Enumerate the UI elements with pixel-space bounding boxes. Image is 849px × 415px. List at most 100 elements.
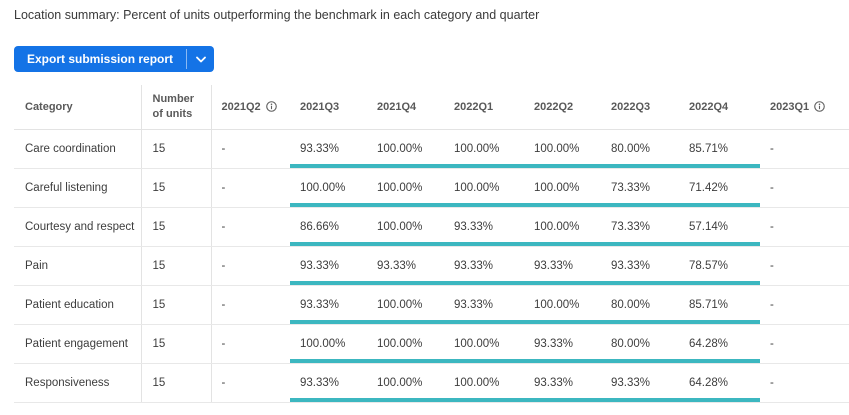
value-cell: - — [211, 324, 290, 364]
units-cell: 15 — [141, 207, 212, 247]
value-cell: 100.00% — [444, 363, 524, 403]
value-cell: 93.33% — [601, 363, 679, 403]
column-header-label: 2023Q1 — [770, 100, 810, 113]
value-cell: 86.66% — [290, 207, 367, 247]
value-cell: - — [760, 285, 849, 325]
value-cell: - — [211, 129, 290, 169]
button-divider — [186, 49, 188, 69]
table-row: Careful listening 15-100.00% 100.00% 100.00… — [14, 168, 849, 208]
units-cell: 15 — [141, 324, 212, 364]
value-cell: 100.00% — [444, 168, 524, 208]
value-cell: 93.33% — [524, 363, 601, 403]
value-cell: 93.33% — [290, 246, 367, 286]
category-cell: Courtesy and respect — [14, 207, 142, 247]
column-header-label: 2021Q3 — [300, 100, 340, 113]
value-cell: 100.00% — [524, 285, 601, 325]
category-cell: Responsiveness — [14, 363, 142, 403]
export-submission-report-button[interactable]: Export submission report — [14, 46, 215, 72]
category-cell: Careful listening — [14, 168, 142, 208]
value-cell: 93.33% — [444, 246, 524, 286]
value-cell: - — [760, 363, 849, 403]
value-cell: 100.00% — [444, 324, 524, 364]
value-cell: 93.33% — [524, 324, 601, 364]
column-header-2022q2: 2022Q2 — [524, 85, 601, 130]
column-header-label: 2022Q3 — [611, 100, 651, 113]
column-header-label: Number of units — [152, 93, 195, 120]
units-cell: 15 — [141, 168, 212, 208]
units-cell: 15 — [141, 285, 212, 325]
value-cell: 100.00% — [367, 129, 444, 169]
units-cell: 15 — [141, 246, 212, 286]
value-cell: - — [211, 285, 290, 325]
column-header-2021q4: 2021Q4 — [367, 85, 444, 130]
value-cell: - — [211, 246, 290, 286]
value-cell: - — [211, 363, 290, 403]
value-cell: - — [760, 246, 849, 286]
table-header-row: Category Number of units 2021Q2 2021Q3 2021Q… — [14, 85, 849, 130]
value-cell: 93.33% — [290, 129, 367, 169]
value-cell: 93.33% — [444, 285, 524, 325]
value-cell: 100.00% — [524, 207, 601, 247]
value-cell: 100.00% — [367, 168, 444, 208]
column-header-2022q3: 2022Q3 — [601, 85, 679, 130]
column-header-category: Category — [14, 85, 142, 130]
category-cell: Patient education — [14, 285, 142, 325]
column-header-label: 2022Q4 — [689, 100, 729, 113]
column-header-2022q1: 2022Q1 — [444, 85, 524, 130]
column-header-2021q3: 2021Q3 — [290, 85, 367, 130]
column-header-2021q2: 2021Q2 — [211, 85, 290, 130]
export-button-label[interactable]: Export submission report — [27, 52, 174, 66]
value-cell: 93.33% — [290, 363, 367, 403]
value-cell: 73.33% — [601, 207, 679, 247]
value-cell: 100.00% — [290, 324, 367, 364]
value-cell: 93.33% — [290, 285, 367, 325]
page-title: Location summary: Percent of units outpe… — [14, 8, 540, 22]
value-cell: - — [211, 168, 290, 208]
value-cell: 80.00% — [601, 285, 679, 325]
units-cell: 15 — [141, 363, 212, 403]
table-row: Patient education 15-93.33% 100.00% 93.33% 1… — [14, 285, 849, 325]
column-header-label: Category — [25, 100, 73, 113]
value-cell: 78.57% — [679, 246, 760, 286]
table-row: Patient engagement 15-100.00% 100.00% 100.0… — [14, 324, 849, 364]
value-cell: 93.33% — [601, 246, 679, 286]
column-header-2023q1: 2023Q1 — [760, 85, 849, 130]
value-cell: - — [760, 129, 849, 169]
value-cell: 71.42% — [679, 168, 760, 208]
value-cell: 100.00% — [367, 285, 444, 325]
table-row: Responsiveness 15-93.33% 100.00% 100.00% 93.… — [14, 363, 849, 403]
value-cell: 85.71% — [679, 285, 760, 325]
column-header-label: 2022Q1 — [454, 100, 494, 113]
value-cell: - — [760, 324, 849, 364]
value-cell: 57.14% — [679, 207, 760, 247]
table-row: Pain 15-93.33% 93.33% 93.33% 93.33% 93.33% 78.… — [14, 246, 849, 286]
column-header-number-of-units: Number of units — [141, 85, 212, 130]
value-cell: 100.00% — [290, 168, 367, 208]
value-cell: 100.00% — [444, 129, 524, 169]
table-row: Courtesy and respect 15-86.66% 100.00% 93.3… — [14, 207, 849, 247]
value-cell: 73.33% — [601, 168, 679, 208]
category-cell: Pain — [14, 246, 142, 286]
value-cell: 93.33% — [367, 246, 444, 286]
info-icon[interactable] — [265, 100, 277, 112]
value-cell: 100.00% — [524, 168, 601, 208]
value-cell: - — [760, 168, 849, 208]
value-cell: 64.28% — [679, 363, 760, 403]
value-cell: 100.00% — [524, 129, 601, 169]
column-header-label: 2021Q4 — [377, 100, 417, 113]
chevron-down-icon[interactable] — [187, 46, 214, 72]
location-summary-table: Category Number of units 2021Q2 2021Q3 2021Q… — [14, 85, 849, 403]
value-cell: 64.28% — [679, 324, 760, 364]
column-header-2022q4: 2022Q4 — [679, 85, 760, 130]
value-cell: 100.00% — [367, 324, 444, 364]
value-cell: 80.00% — [601, 129, 679, 169]
column-header-label: 2021Q2 — [221, 100, 261, 113]
value-cell: 100.00% — [367, 207, 444, 247]
value-cell: 93.33% — [444, 207, 524, 247]
value-cell: 85.71% — [679, 129, 760, 169]
category-cell: Care coordination — [14, 129, 142, 169]
units-cell: 15 — [141, 129, 212, 169]
value-cell: - — [211, 207, 290, 247]
info-icon[interactable] — [814, 100, 825, 112]
value-cell: 100.00% — [367, 363, 444, 403]
